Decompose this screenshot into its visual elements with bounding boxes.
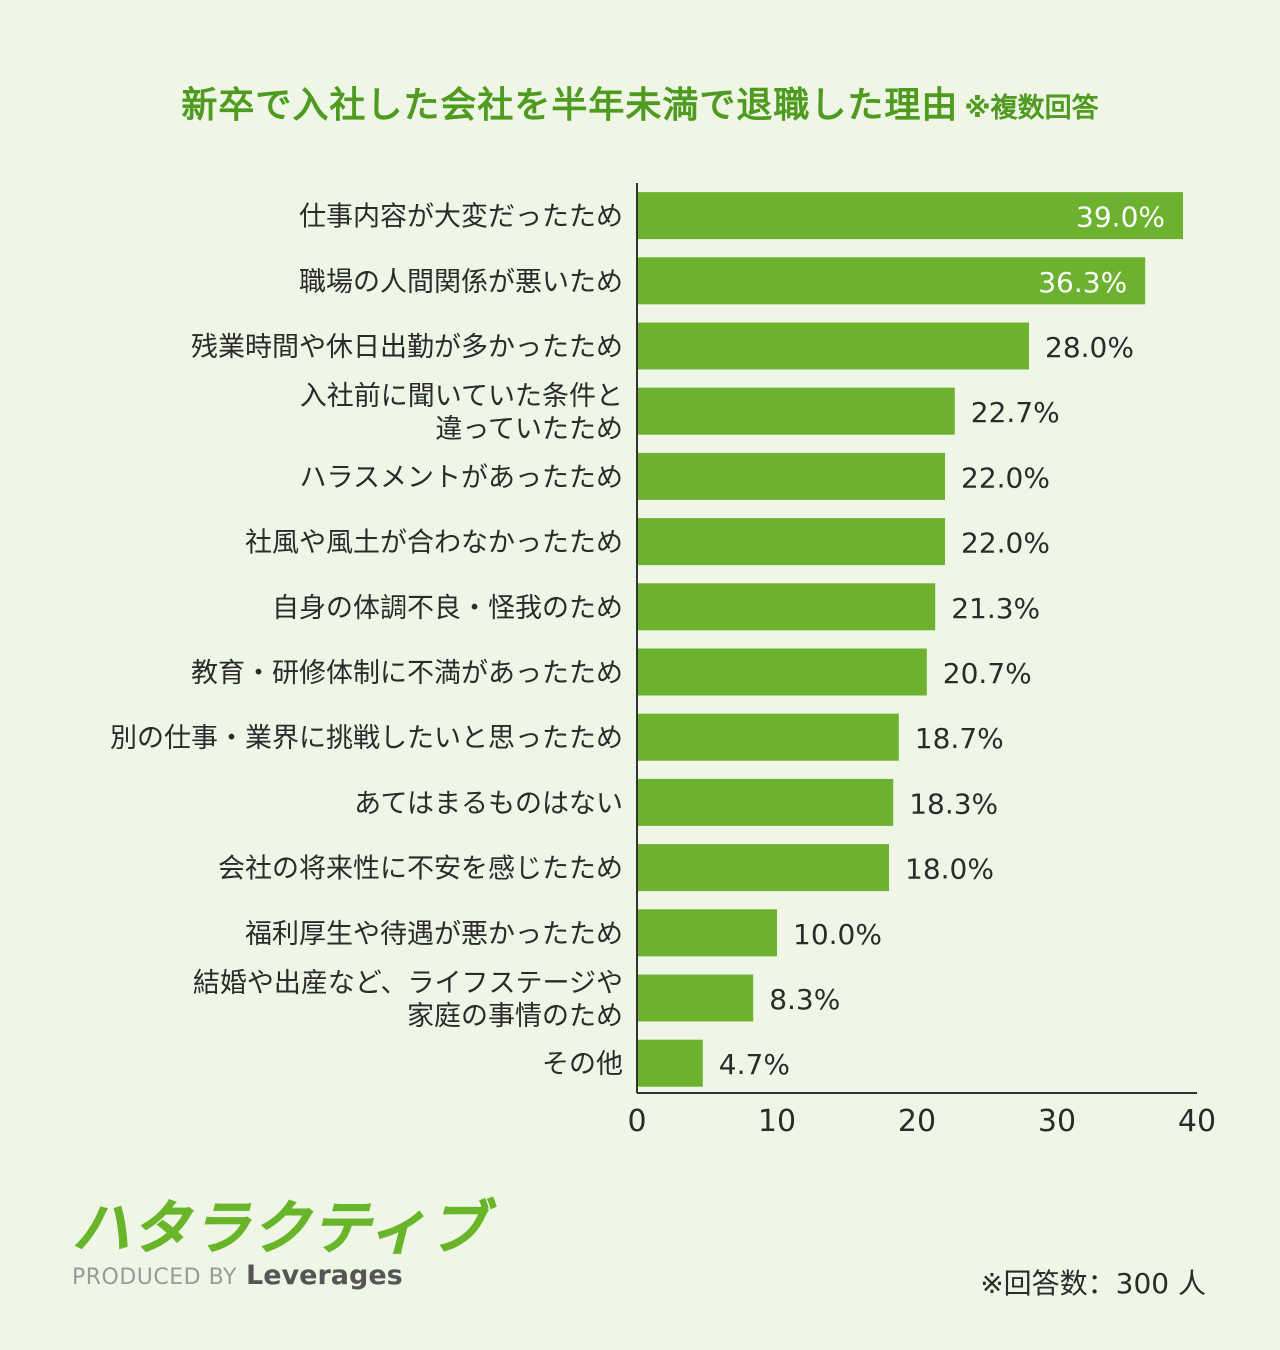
brand-logo-text: ハタラクティブ bbox=[72, 1194, 489, 1262]
bar-8 bbox=[637, 713, 899, 761]
produced-by-label: PRODUCED BY bbox=[72, 1265, 237, 1290]
category-label-7: 教育・研修体制に不満があったため bbox=[191, 658, 623, 689]
value-label-7: 20.7% bbox=[943, 657, 1032, 690]
value-label-1: 36.3% bbox=[1038, 266, 1127, 299]
value-label-6: 21.3% bbox=[951, 592, 1040, 625]
value-label-3: 22.7% bbox=[971, 396, 1060, 429]
value-label-10: 18.0% bbox=[905, 853, 994, 886]
category-label-2: 残業時間や休日出勤が多かったため bbox=[191, 332, 623, 363]
category-label-5: 社風や風土が合わなかったため bbox=[245, 528, 623, 559]
bar-10 bbox=[637, 844, 889, 892]
bar-2 bbox=[637, 322, 1029, 370]
chart-title-main: 新卒で入社した会社を半年未満で退職した理由 bbox=[181, 85, 959, 126]
x-tick-label-1: 10 bbox=[758, 1104, 796, 1139]
respondent-count: ※回答数：300 人 bbox=[980, 1267, 1206, 1300]
category-label-10: 会社の将来性に不安を感じたため bbox=[218, 854, 623, 885]
category-label-8: 別の仕事・業界に挑戦したいと思ったため bbox=[110, 723, 623, 754]
x-tick-label-2: 20 bbox=[898, 1104, 936, 1139]
value-label-9: 18.3% bbox=[909, 787, 998, 820]
x-tick-label-3: 30 bbox=[1038, 1104, 1076, 1139]
bar-3 bbox=[637, 387, 955, 435]
brand-logo: ハタラクティブ PRODUCED BY Leverages bbox=[72, 1194, 489, 1292]
value-label-11: 10.0% bbox=[793, 918, 882, 951]
category-label-11: 福利厚生や待遇が悪かったため bbox=[245, 919, 623, 950]
category-label-6: 自身の体調不良・怪我のため bbox=[272, 593, 623, 624]
category-label-12: 結婚や出産など、ライフステージや家庭の事情のため bbox=[193, 968, 623, 1032]
x-tick-label-0: 0 bbox=[627, 1104, 646, 1139]
value-label-8: 18.7% bbox=[915, 722, 1004, 755]
bar-13 bbox=[637, 1039, 703, 1087]
value-label-12: 8.3% bbox=[769, 983, 840, 1016]
bar-6 bbox=[637, 583, 936, 631]
bar-1 bbox=[637, 257, 1146, 305]
bar-4 bbox=[637, 452, 945, 500]
category-label-3: 入社前に聞いていた条件と違っていたため bbox=[300, 381, 623, 445]
category-label-1: 職場の人間関係が悪いため bbox=[299, 267, 623, 298]
value-label-0: 39.0% bbox=[1076, 201, 1165, 234]
value-label-5: 22.0% bbox=[961, 527, 1050, 560]
produced-by: PRODUCED BY Leverages bbox=[72, 1260, 489, 1291]
bar-5 bbox=[637, 518, 945, 566]
bar-9 bbox=[637, 778, 894, 826]
category-label-4: ハラスメントがあったため bbox=[300, 462, 623, 493]
category-label-13: その他 bbox=[542, 1049, 623, 1080]
chart-subtitle: ※複数回答 bbox=[964, 93, 1099, 124]
category-label-0: 仕事内容が大変だったため bbox=[299, 202, 623, 233]
bar-7 bbox=[637, 648, 927, 696]
value-label-2: 28.0% bbox=[1045, 331, 1134, 364]
chart-title: 新卒で入社した会社を半年未満で退職した理由 ※複数回答 bbox=[0, 76, 1280, 128]
category-label-9: あてはまるものはない bbox=[354, 788, 623, 819]
x-tick-label-4: 40 bbox=[1178, 1104, 1216, 1139]
bar-0 bbox=[637, 192, 1183, 240]
value-label-4: 22.0% bbox=[961, 461, 1050, 494]
bar-11 bbox=[637, 909, 777, 957]
company-name: Leverages bbox=[246, 1260, 403, 1291]
value-label-13: 4.7% bbox=[719, 1048, 790, 1081]
bar-12 bbox=[637, 974, 754, 1022]
bar-chart: 仕事内容が大変だったため 39.0% 職場の人間関係が悪いため 36.3% 残業時間や休… bbox=[110, 183, 1216, 1139]
